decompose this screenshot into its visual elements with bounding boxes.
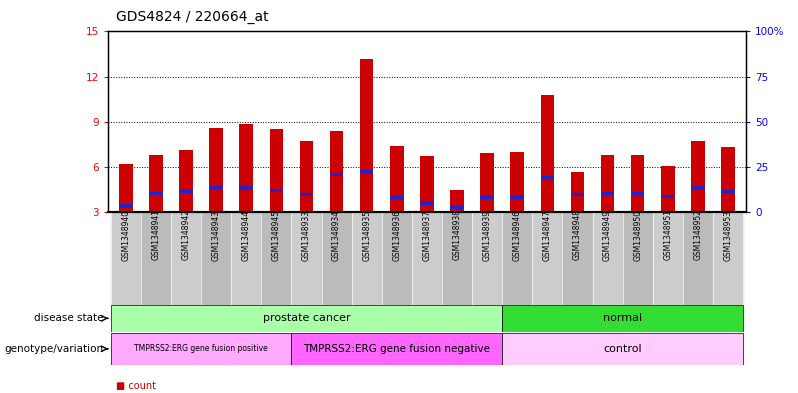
Bar <box>180 151 193 212</box>
Bar <box>421 156 433 212</box>
Bar <box>322 212 352 305</box>
Bar <box>149 155 163 212</box>
Bar <box>300 193 314 196</box>
Bar <box>270 129 283 212</box>
Bar <box>502 212 532 305</box>
Bar <box>360 59 373 212</box>
Text: disease state: disease state <box>34 313 104 323</box>
Text: GDS4824 / 220664_at: GDS4824 / 220664_at <box>116 9 268 24</box>
Text: control: control <box>603 344 642 354</box>
Bar <box>691 186 705 189</box>
Text: TMPRSS2:ERG gene fusion positive: TMPRSS2:ERG gene fusion positive <box>134 344 268 353</box>
Bar <box>352 212 381 305</box>
Bar <box>540 176 554 179</box>
Bar <box>209 128 223 212</box>
Bar <box>390 146 404 212</box>
Bar <box>532 212 563 305</box>
Text: genotype/variation: genotype/variation <box>5 344 104 354</box>
Bar <box>330 131 343 212</box>
Bar <box>721 147 735 212</box>
Bar <box>201 212 231 305</box>
Bar <box>291 212 322 305</box>
Bar <box>691 141 705 212</box>
Bar <box>721 190 735 193</box>
Bar <box>111 305 502 332</box>
Bar <box>381 212 412 305</box>
Bar <box>593 212 622 305</box>
Bar <box>683 212 713 305</box>
Bar <box>502 333 743 365</box>
Bar <box>622 212 653 305</box>
Bar <box>239 124 253 212</box>
Bar <box>571 193 584 196</box>
Bar <box>571 171 584 212</box>
Text: normal: normal <box>603 313 642 323</box>
Bar <box>171 212 201 305</box>
Bar <box>141 212 171 305</box>
Text: TMPRSS2:ERG gene fusion negative: TMPRSS2:ERG gene fusion negative <box>303 344 490 354</box>
Bar <box>180 190 193 193</box>
Bar <box>450 206 464 209</box>
Bar <box>261 212 291 305</box>
Bar <box>661 195 674 198</box>
Bar <box>450 189 464 212</box>
Bar <box>412 212 442 305</box>
Bar <box>511 196 524 199</box>
Bar <box>540 95 554 212</box>
Bar <box>149 191 163 195</box>
Bar <box>270 189 283 192</box>
Bar <box>300 141 314 212</box>
Bar <box>390 196 404 199</box>
Bar <box>209 185 223 189</box>
Bar <box>421 201 433 205</box>
Bar <box>239 186 253 189</box>
Bar <box>119 164 132 212</box>
Bar <box>119 204 132 208</box>
Bar <box>291 333 502 365</box>
Bar <box>231 212 261 305</box>
Bar <box>111 212 141 305</box>
Bar <box>502 305 743 332</box>
Bar <box>480 153 494 212</box>
Bar <box>472 212 502 305</box>
Bar <box>330 173 343 176</box>
Bar <box>653 212 683 305</box>
Bar <box>480 196 494 199</box>
Bar <box>563 212 593 305</box>
Bar <box>601 155 614 212</box>
Bar <box>601 191 614 195</box>
Bar <box>360 170 373 173</box>
Bar <box>111 333 291 365</box>
Bar <box>442 212 472 305</box>
Bar <box>631 191 645 195</box>
Bar <box>713 212 743 305</box>
Bar <box>631 155 645 212</box>
Text: prostate cancer: prostate cancer <box>263 313 350 323</box>
Bar <box>661 165 674 212</box>
Bar <box>511 152 524 212</box>
Text: ■ count: ■ count <box>116 381 156 391</box>
